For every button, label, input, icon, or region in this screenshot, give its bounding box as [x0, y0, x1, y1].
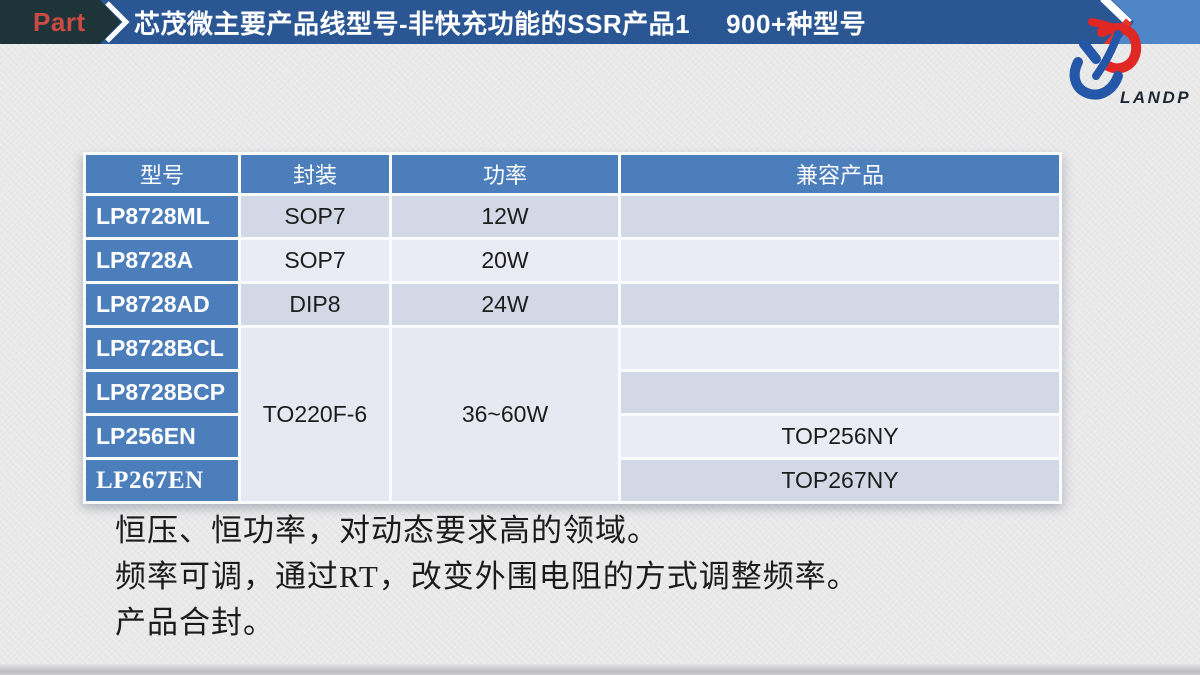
note-line: 恒压、恒功率，对动态要求高的领域。: [115, 513, 659, 548]
compatible-cell: [621, 196, 1059, 237]
package-cell: DIP8: [241, 284, 389, 325]
power-cell: 20W: [392, 240, 618, 281]
power-cell: 12W: [392, 196, 618, 237]
note-line: 产品合封。: [115, 605, 275, 640]
product-table: 型号 封装 功率 兼容产品 LP8728ML LP8728A LP8728AD …: [83, 152, 1062, 504]
header-bar: Part 芯茂微主要产品线型号-非快充功能的SSR产品1 900+种型号: [0, 0, 1200, 44]
header-title-group: 芯茂微主要产品线型号-非快充功能的SSR产品1 900+种型号: [134, 0, 866, 44]
model-cell: LP256EN: [86, 416, 238, 457]
compatible-cell: [621, 328, 1059, 369]
compatible-cell: [621, 240, 1059, 281]
company-logo: LANDP: [1058, 18, 1200, 122]
slide-bottom-edge: [0, 664, 1200, 675]
model-count-badge: 900+种型号: [726, 8, 867, 39]
column-header-model: 型号: [86, 155, 238, 193]
page-title: 芯茂微主要产品线型号-非快充功能的SSR产品1: [134, 8, 691, 39]
header-bar-graphic: [0, 0, 1200, 44]
compatible-cell: [621, 284, 1059, 325]
package-cell: SOP7: [241, 240, 389, 281]
compatible-cell: TOP256NY: [621, 416, 1059, 457]
compatible-cell: TOP267NY: [621, 460, 1059, 501]
column-header-compatible: 兼容产品: [621, 155, 1059, 193]
feature-notes: 恒压、恒功率，对动态要求高的领域。 频率可调，通过RT，改变外围电阻的方式调整频…: [115, 508, 859, 646]
compatible-cell: [621, 372, 1059, 413]
logo-text: LANDP: [1120, 88, 1192, 107]
power-cell: 24W: [392, 284, 618, 325]
model-cell: LP8728BCP: [86, 372, 238, 413]
model-cell: LP267EN: [86, 460, 238, 501]
model-cell: LP8728A: [86, 240, 238, 281]
column-header-package: 封装: [241, 155, 389, 193]
merged-power-cell: 36~60W: [392, 328, 618, 501]
model-cell: LP8728ML: [86, 196, 238, 237]
column-header-power: 功率: [392, 155, 618, 193]
note-line: 频率可调，通过RT，改变外围电阻的方式调整频率。: [115, 559, 859, 594]
logo-mark-icon: [1069, 18, 1142, 100]
model-cell: LP8728AD: [86, 284, 238, 325]
chevron-right-icon: [105, 1, 130, 43]
merged-package-cell: TO220F-6: [241, 328, 389, 501]
package-cell: SOP7: [241, 196, 389, 237]
part-tab-label: Part: [33, 7, 86, 37]
model-cell: LP8728BCL: [86, 328, 238, 369]
